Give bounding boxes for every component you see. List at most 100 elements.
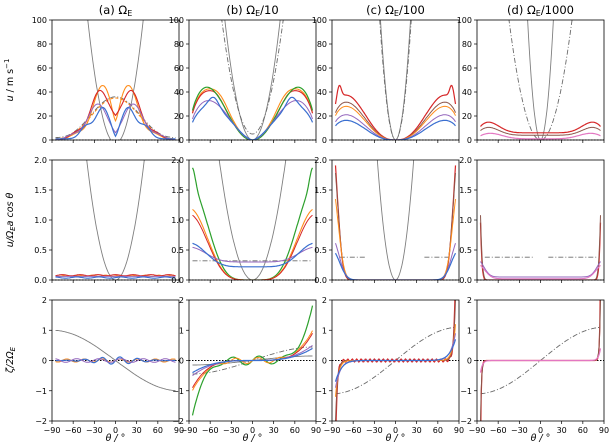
panel-frame <box>331 159 460 281</box>
x-axis-label: θ / ° <box>531 433 551 444</box>
series-line-r0-c0-3 <box>55 84 176 140</box>
x-tick-label: 90 <box>174 426 184 435</box>
series-line-r0-c1-0 <box>224 20 281 140</box>
series-line-r1-c1-4 <box>192 214 313 280</box>
column-title: (d) ΩE/1000 <box>507 3 574 18</box>
x-tick-label: 60 <box>433 426 443 435</box>
y-tick-label: 20 <box>174 112 184 121</box>
series-line-r0-c1-5 <box>192 100 313 140</box>
x-axis-label: θ / ° <box>386 433 406 444</box>
x-tick-label: −30 <box>511 426 528 435</box>
series-line-r0-c1-1 <box>221 20 284 135</box>
series-line-r0-c0-5 <box>55 103 176 140</box>
y-tick-label: 0 <box>322 357 327 366</box>
y-tick-label: 1 <box>179 326 184 335</box>
series-line-r0-c1-4 <box>191 86 314 140</box>
series-line-r1-c3-1 <box>479 222 602 280</box>
y-tick-label: 0 <box>42 357 47 366</box>
series-line-r1-c2-3 <box>335 172 456 280</box>
series-line-r1-c1-3 <box>192 208 313 280</box>
series-line-r2-c3-3 <box>479 348 602 373</box>
x-axis-label: θ / ° <box>243 433 263 444</box>
y-tick-label: 0.5 <box>459 246 472 255</box>
series-line-r1-c0-2 <box>55 274 176 277</box>
x-tick-label: 90 <box>311 426 321 435</box>
y-tick-label: 100 <box>169 16 184 25</box>
y-tick-label: 40 <box>37 88 47 97</box>
column-title: (c) ΩE/100 <box>366 3 425 18</box>
series-line-r1-c1-2 <box>191 167 314 280</box>
column-title: (a) ΩE <box>99 3 133 18</box>
series-line-r2-c3-1 <box>480 300 601 421</box>
y-tick-label: 2.0 <box>459 156 472 165</box>
y-tick-label: 40 <box>462 88 472 97</box>
series-line-r0-c1-2 <box>191 88 314 140</box>
series-line-r1-c2-4 <box>335 199 456 280</box>
series-line-r1-c2-5 <box>335 243 456 280</box>
x-axis-label: θ / ° <box>106 433 126 444</box>
panel-frame <box>51 159 180 281</box>
series-line-r0-c2-3 <box>335 101 456 140</box>
y-tick-label: 2 <box>179 296 184 305</box>
y-tick-label: 2 <box>42 296 47 305</box>
y-tick-label: 0 <box>322 136 327 145</box>
series-line-r0-c3-1 <box>508 20 573 140</box>
x-tick-label: 30 <box>269 426 279 435</box>
panel-frame <box>476 19 605 141</box>
x-tick-label: −60 <box>490 426 507 435</box>
y-tick-label: 1 <box>322 326 327 335</box>
x-tick-label: 30 <box>132 426 142 435</box>
y-tick-label: 20 <box>462 112 472 121</box>
y-tick-label: 1.0 <box>314 216 327 225</box>
y-tick-label: 60 <box>462 64 472 73</box>
x-tick-label: 60 <box>290 426 300 435</box>
y-tick-label: 60 <box>37 64 47 73</box>
series-line-r2-c2-5 <box>334 339 457 382</box>
series-line-r0-c0-2 <box>55 96 176 139</box>
y-tick-label: 80 <box>462 40 472 49</box>
y-tick-label: −1 <box>460 387 472 396</box>
y-tick-label: 1.5 <box>34 186 47 195</box>
x-tick-label: 60 <box>578 426 588 435</box>
x-tick-label: 90 <box>599 426 609 435</box>
y-tick-label: 1.5 <box>314 186 327 195</box>
x-tick-label: −60 <box>345 426 362 435</box>
y-tick-label: 2 <box>322 296 327 305</box>
y-tick-label: 2.0 <box>171 156 184 165</box>
series-line-r0-c3-4 <box>480 132 601 140</box>
series-line-r0-c1-6 <box>191 96 314 140</box>
series-line-r0-c2-5 <box>335 114 456 140</box>
x-tick-label: 0 <box>538 426 543 435</box>
series-line-r1-c0-1 <box>55 274 176 277</box>
x-tick-label: 60 <box>153 426 163 435</box>
x-tick-label: 0 <box>113 426 118 435</box>
x-tick-label: −30 <box>86 426 103 435</box>
x-tick-label: −30 <box>366 426 383 435</box>
series-line-r0-c2-4 <box>335 105 456 140</box>
y-tick-label: 1.0 <box>34 216 47 225</box>
series-line-r1-c1-6 <box>192 242 313 268</box>
series-line-r1-c3-4 <box>480 265 601 280</box>
y-tick-label: 100 <box>457 16 472 25</box>
y-tick-label: 20 <box>37 112 47 121</box>
y-tick-label: 0.5 <box>34 246 47 255</box>
y-tick-label: −1 <box>315 387 327 396</box>
y-tick-label: −2 <box>315 417 327 426</box>
y-axis-label-u-normalized: u/ΩEa cos θ <box>5 193 17 248</box>
series-line-r0-c0-4 <box>55 89 176 140</box>
y-tick-label: 2.0 <box>314 156 327 165</box>
x-tick-label: −30 <box>223 426 240 435</box>
panel-frame <box>331 19 460 141</box>
x-tick-label: −60 <box>202 426 219 435</box>
y-tick-label: 40 <box>317 88 327 97</box>
y-tick-label: 0.0 <box>314 276 327 285</box>
series-line-r0-c2-0 <box>380 20 411 140</box>
series-line-r1-c3-3 <box>480 261 601 278</box>
y-tick-label: 20 <box>317 112 327 121</box>
x-tick-label: −90 <box>324 426 341 435</box>
series-line-r2-c0-3 <box>55 358 176 363</box>
y-tick-label: 2 <box>467 296 472 305</box>
series-line-r0-c3-3 <box>480 126 601 136</box>
y-tick-label: 0.5 <box>314 246 327 255</box>
